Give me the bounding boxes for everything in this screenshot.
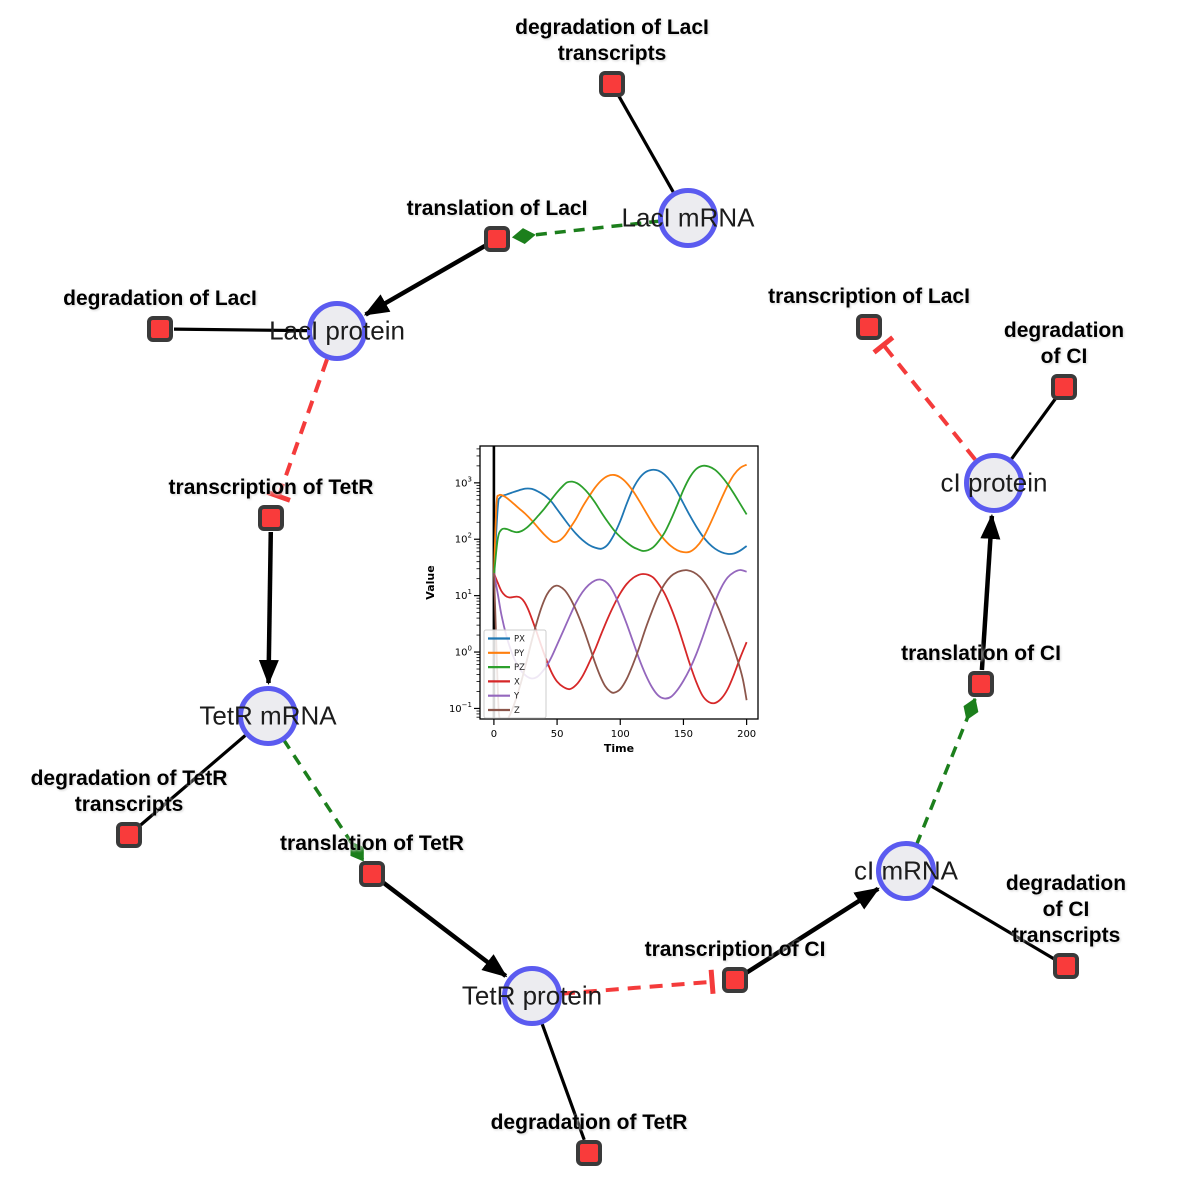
- species-node-ci-protein[interactable]: [964, 453, 1024, 513]
- reaction-node-translation-of-laci[interactable]: [484, 226, 510, 252]
- edge-degradation-ci-protein-to-deg-ci: [1010, 397, 1058, 460]
- edge-production-transl-tetr-to-tetr-protein: [381, 880, 508, 978]
- species-label-ci-protein: cI protein: [940, 467, 1048, 498]
- reaction-label-translation-of-laci: translation of LacI: [406, 197, 588, 220]
- x-tick-50: 50: [551, 729, 564, 740]
- legend-label-px: PX: [514, 635, 525, 645]
- reaction-node-degradation-of-laci[interactable]: [147, 316, 173, 342]
- reaction-node-translation-of-ci[interactable]: [968, 671, 994, 697]
- species-label-ci-mrna: cI mRNA: [854, 855, 958, 886]
- species-node-laci-mrna[interactable]: [658, 188, 718, 248]
- edge-inhibition-laci-protein-to-transcr-tetr: [266, 358, 329, 503]
- reaction-node-degradation-of-laci-transcripts[interactable]: [599, 71, 625, 97]
- reaction-label-transcription-of-ci: transcription of CI: [644, 938, 826, 961]
- species-label-laci-protein: LacI protein: [269, 315, 405, 346]
- edge-degradation-laci-mrna-to-deg-laci-tr: [617, 95, 675, 193]
- reaction-label-translation-of-tetr: translation of TetR: [280, 832, 464, 855]
- legend-label-py: PY: [514, 649, 525, 659]
- reaction-label-transcription-of-tetr: transcription of TetR: [168, 476, 374, 499]
- y-tick-10e2: 102: [455, 532, 472, 546]
- species-label-tetr-protein: TetR protein: [461, 980, 603, 1011]
- series-x: [493, 572, 748, 705]
- species-label-laci-mrna: LacI mRNA: [621, 202, 755, 233]
- species-node-tetr-mrna[interactable]: [238, 686, 298, 746]
- reaction-label-degradation-of-ci-transcripts: degradation of CI transcripts: [1005, 872, 1127, 947]
- edge-degradation-ci-mrna-to-deg-ci-tr: [930, 884, 1055, 961]
- x-tick-150: 150: [674, 729, 693, 740]
- reaction-label-translation-of-ci: translation of CI: [901, 642, 1061, 665]
- edge-modifier-tetr-mrna-to-transl-tetr: [281, 738, 365, 862]
- x-axis-label: Time: [604, 742, 634, 755]
- y-tick-10e1: 101: [455, 588, 472, 602]
- edge-degradation-laci-protein-to-deg-laci: [173, 327, 308, 333]
- edge-production-transl-ci-to-ci-protein: [979, 513, 1001, 671]
- series-py: [493, 463, 748, 577]
- reaction-node-degradation-of-ci-transcripts[interactable]: [1053, 953, 1079, 979]
- reaction-label-degradation-of-ci: degradation of CI: [1003, 319, 1125, 368]
- y-tick-10e-1: 10−1: [449, 701, 472, 715]
- reaction-node-degradation-of-ci[interactable]: [1051, 374, 1077, 400]
- species-label-tetr-mrna: TetR mRNA: [199, 700, 337, 731]
- x-tick-200: 200: [737, 729, 756, 740]
- edge-modifier-ci-mrna-to-transl-ci: [914, 697, 979, 846]
- edge-production-transcr-ci-to-ci-mrna: [745, 886, 880, 975]
- reaction-label-degradation-of-laci-transcripts: degradation of LacI transcripts: [515, 16, 709, 65]
- edge-production-transl-laci-to-laci-protein: [363, 244, 486, 317]
- reaction-node-transcription-of-ci[interactable]: [722, 967, 748, 993]
- edge-degradation-tetr-mrna-to-deg-tetr-tr: [138, 734, 247, 828]
- reaction-label-transcription-of-laci: transcription of LacI: [768, 285, 970, 308]
- edge-degradation-tetr-protein-to-deg-tetr: [540, 1023, 586, 1141]
- edge-modifier-laci-mrna-to-transl-laci: [511, 219, 661, 245]
- x-tick-0: 0: [491, 729, 497, 740]
- reaction-node-transcription-of-tetr[interactable]: [258, 505, 284, 531]
- plot-frame: [479, 445, 759, 720]
- legend-label-z: Z: [514, 706, 520, 716]
- legend-label-y: Y: [513, 692, 520, 702]
- reaction-node-degradation-of-tetr-transcripts[interactable]: [116, 822, 142, 848]
- edge-inhibition-tetr-protein-to-transcr-ci: [561, 969, 716, 996]
- legend-label-x: X: [514, 677, 520, 687]
- chart-legend: PX PY PZ XYZ: [483, 629, 547, 719]
- reaction-label-degradation-of-tetr: degradation of TetR: [490, 1111, 688, 1134]
- reaction-node-transcription-of-laci[interactable]: [856, 314, 882, 340]
- y-tick-10e3: 103: [455, 475, 472, 489]
- series-pz: [493, 464, 748, 577]
- x-tick-100: 100: [611, 729, 630, 740]
- reaction-label-degradation-of-laci: degradation of LacI: [63, 287, 257, 310]
- y-tick-10e0: 100: [455, 645, 472, 659]
- reaction-node-translation-of-tetr[interactable]: [359, 861, 385, 887]
- species-node-laci-protein[interactable]: [307, 301, 367, 361]
- reaction-node-degradation-of-tetr[interactable]: [576, 1140, 602, 1166]
- reaction-label-degradation-of-tetr-transcripts: degradation of TetR transcripts: [30, 767, 228, 816]
- species-node-ci-mrna[interactable]: [876, 841, 936, 901]
- edge-inhibition-ci-protein-to-transcr-laci: [872, 335, 977, 461]
- legend-label-pz: PZ: [514, 663, 525, 673]
- y-axis-label: Value: [424, 565, 437, 599]
- series-px: [493, 468, 748, 577]
- species-node-tetr-protein[interactable]: [502, 966, 562, 1026]
- edge-production-transcr-tetr-to-tetr-mrna: [258, 531, 279, 686]
